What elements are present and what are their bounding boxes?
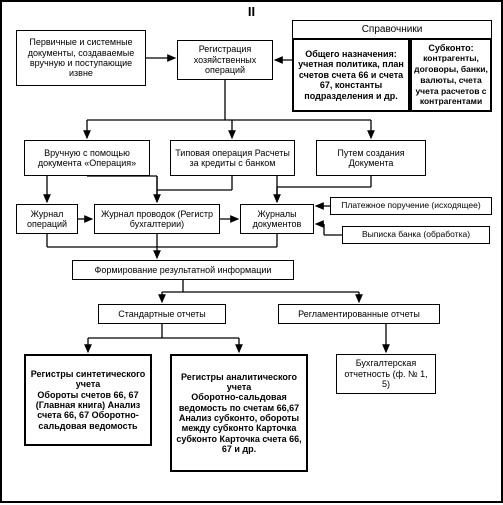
- sprav-sub-body: контрагенты, договоры, банки, валюты, сч…: [414, 53, 488, 106]
- box-registration: Регистрация хозяйственных операций: [177, 40, 273, 80]
- box-journal-docs: Журналы документов: [240, 204, 314, 234]
- synth-body: Обороты счетов 66, 67 (Главная книга) Ан…: [36, 390, 141, 431]
- box-std-reports: Стандартные отчеты: [98, 304, 226, 324]
- box-analyt: Регистры аналитического учета Оборотно-с…: [170, 354, 308, 472]
- box-pay-order: Платежное поручение (исходящее): [330, 197, 492, 215]
- analyt-body: Оборотно-сальдовая ведомость по счетам 6…: [176, 392, 301, 454]
- analyt-head: Регистры аналитического учета: [181, 372, 297, 392]
- box-primary-docs: Первичные и системные документы, создава…: [16, 30, 146, 86]
- box-journal-ops: Журнал операций: [16, 204, 78, 234]
- box-manual-op: Вручную с помощью документа «Операция»: [24, 140, 150, 176]
- sprav-sub-head: Субконто:: [428, 43, 473, 53]
- box-bank-statement: Выписка банка (обработка): [342, 226, 490, 244]
- box-reg-reports: Регламентированные отчеты: [278, 304, 440, 324]
- sprav-general-head: Общего назначения:: [305, 49, 396, 59]
- box-synth: Регистры синтетического учета Обороты сч…: [24, 354, 152, 446]
- box-sprav-title: Справочники: [292, 20, 492, 38]
- synth-head: Регистры синтетического учета: [31, 369, 146, 389]
- box-sprav-general: Общего назначения: учетная политика, пла…: [292, 38, 410, 112]
- sprav-general-body: учетная политика, план счетов счета 66 и…: [298, 59, 404, 100]
- box-bukh-report: Бухгалтерская отчетность (ф. № 1, 5): [336, 354, 436, 394]
- diagram-canvas: II Первичные и системные документы, созд…: [0, 0, 503, 503]
- box-typical-op: Типовая операция Расчеты за кредиты с ба…: [170, 140, 295, 176]
- box-form-result: Формирование результатной информации: [72, 260, 294, 280]
- diagram-title: II: [2, 4, 501, 19]
- sprav-title-text: Справочники: [293, 24, 491, 36]
- box-by-doc: Путем создания Документа: [316, 140, 426, 176]
- box-journal-post: Журнал проводок (Регистр бухгалтерии): [94, 204, 220, 234]
- box-sprav-sub: Субконто: контрагенты, договоры, банки, …: [410, 38, 492, 112]
